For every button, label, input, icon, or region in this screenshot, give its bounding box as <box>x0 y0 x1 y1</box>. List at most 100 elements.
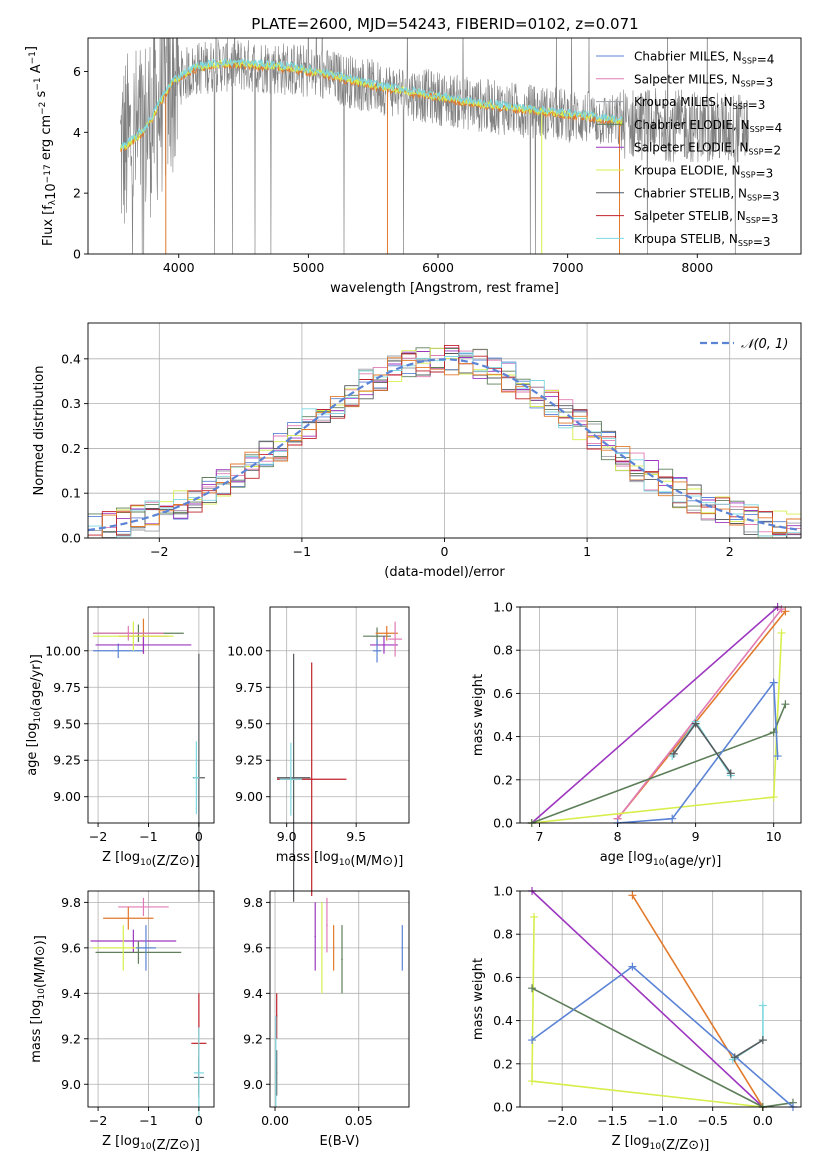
y-tick-label: 9.0 <box>243 1077 263 1092</box>
label-part: Z [ <box>612 1134 630 1149</box>
y-axis-label: Flux [fλ10−17 erg cm−2 s−1 A−1] <box>24 46 59 246</box>
weight-marker <box>769 678 778 687</box>
data-point <box>132 940 135 942</box>
label-part: =3 <box>753 235 771 249</box>
label-sub: 10 <box>140 858 152 868</box>
label-part: log <box>25 723 40 743</box>
weight-marker <box>773 752 782 761</box>
weight-marker <box>777 628 786 637</box>
x-tick-label: 0 <box>441 544 449 559</box>
label-part: (M/M⊙)] <box>33 935 48 988</box>
label-part: log <box>633 850 653 865</box>
label-part: E(B-V) <box>319 1134 359 1149</box>
data-point <box>117 649 120 652</box>
legend-label: Chabrier ELODIE, NSSP=4 <box>634 118 782 135</box>
y-tick-label: 9.2 <box>243 1031 263 1046</box>
data-point <box>394 638 396 640</box>
weight-marker <box>769 793 778 802</box>
label-part: =2 <box>763 144 781 158</box>
label-part: λ <box>48 199 58 205</box>
label-part: 10 <box>44 183 59 200</box>
label-part: log <box>319 850 339 865</box>
weight-series-line <box>631 894 764 1108</box>
x-axis-label: age [log10(age/yr)] <box>600 850 722 869</box>
legend-label: Salpeter ELODIE, NSSP=2 <box>634 141 781 158</box>
label-part: Salpeter STELIB, N <box>634 209 746 223</box>
weight-marker <box>730 1053 739 1062</box>
x-tick-label: −1.5 <box>597 1113 627 1128</box>
weight-marker <box>758 1036 767 1045</box>
axes-frame <box>269 890 410 1108</box>
y-tick-label: 9.4 <box>61 986 81 1001</box>
data-point <box>132 635 135 637</box>
label-sub: 10 <box>33 711 43 723</box>
data-point <box>275 1060 277 1063</box>
label-part: Kroupa MILES, N <box>634 95 733 109</box>
y-tick-label: 1.0 <box>493 600 513 615</box>
legend-label: Kroupa ELODIE, NSSP=3 <box>634 164 773 181</box>
weight-marker <box>628 962 637 971</box>
y-tick-label: 9.25 <box>53 753 81 768</box>
label-part: SSP <box>747 193 762 202</box>
weight-marker <box>758 1001 767 1010</box>
y-tick-label: 6 <box>73 64 81 79</box>
label-part: mass weight <box>471 958 486 1040</box>
x-tick-label: 2 <box>726 544 734 559</box>
label-part: Z [ <box>102 850 120 865</box>
data-point <box>290 778 292 781</box>
x-tick-label: 7 <box>536 829 544 844</box>
x-axis-label: E(B-V) <box>319 1134 359 1149</box>
legend-label: Chabrier STELIB, NSSP=3 <box>634 186 780 203</box>
y-tick-label: 0.6 <box>493 970 513 985</box>
label-part: Flux [f <box>41 205 56 246</box>
x-tick-label: 0.00 <box>261 1113 289 1128</box>
y-tick-label: 0.3 <box>61 396 81 411</box>
axes-frame <box>519 606 802 824</box>
data-point <box>195 776 198 779</box>
spectrum-lines <box>119 38 750 254</box>
age-vs-mass-panel: 9.0 9.5 9.00 9.25 9.50 9.75 10.00 mass [log10(M… <box>227 606 410 902</box>
data-point <box>376 635 378 637</box>
label-sub: 10 <box>140 1142 152 1152</box>
axes-frame <box>87 37 802 255</box>
legend-label: Salpeter MILES, NSSP=3 <box>634 72 773 89</box>
weight-marker <box>668 814 677 823</box>
residual-histogram-panel: −2 −1 0 1 2 0.0 0.1 0.2 0.3 0.4 (data-model)/error… <box>32 322 802 580</box>
y-axis-label: mass weight <box>471 674 486 756</box>
y-tick-label: 10.00 <box>227 643 263 658</box>
label-sub: 10 <box>339 858 351 868</box>
label-part: log <box>120 1134 140 1149</box>
label-part: SSP <box>748 148 763 157</box>
x-axis-label: Z [log10(Z/Z⊙)] <box>102 850 200 869</box>
data-point <box>383 644 385 646</box>
data-point <box>127 917 130 920</box>
label-part: log <box>29 1000 44 1020</box>
y-tick-label: 0.2 <box>493 772 513 787</box>
label-part: s <box>34 90 49 101</box>
y-tick-label: 1.0 <box>493 884 513 899</box>
x-tick-label: −1 <box>293 544 311 559</box>
x-axis-label: mass [log10(M/M⊙)] <box>276 850 404 869</box>
y-tick-label: 0.8 <box>493 643 513 658</box>
y-tick-label: 9.00 <box>53 789 81 804</box>
data-point <box>376 649 378 652</box>
legend-label: Chabrier MILES, NSSP=4 <box>634 50 774 67</box>
observed-spectrum-line <box>120 38 750 254</box>
mass-weight-vs-metallicity-panel: −2.0 −1.5 −1.0 −0.5 0.0 0.0 0.2 0.4 0.6 0.8 1.0 Z [… <box>471 884 802 1153</box>
label-part: −2 <box>38 102 48 115</box>
label-part: mass [ <box>29 1019 44 1062</box>
y-axis-label: age [log10(age/yr)] <box>25 654 44 776</box>
label-part: =3 <box>756 167 774 181</box>
y-tick-label: 0.0 <box>493 816 513 831</box>
label-part: (M/M⊙)] <box>350 854 403 869</box>
label-part: SSP <box>738 239 753 248</box>
label-part: −17 <box>43 164 53 183</box>
weight-series-line <box>531 916 763 1108</box>
x-tick-label: 9 <box>692 829 700 844</box>
label-part: A <box>29 64 44 77</box>
x-tick-label: 10 <box>766 829 782 844</box>
label-part: Kroupa ELODIE, N <box>634 164 741 178</box>
label-sub: 10 <box>653 858 665 868</box>
y-tick-label: 9.6 <box>61 940 81 955</box>
